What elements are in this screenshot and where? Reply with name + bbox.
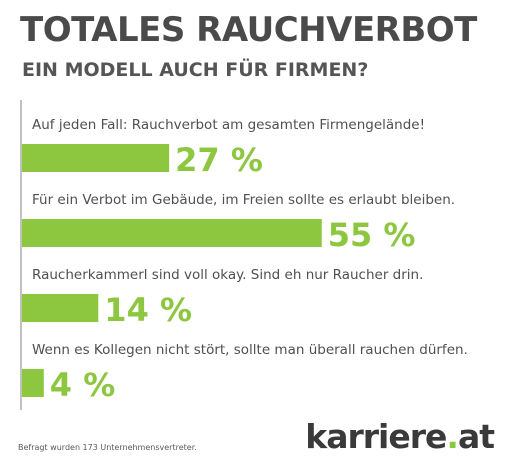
category-label: Für ein Verbot im Gebäude, im Freien sol… [32, 192, 455, 208]
logo-tld-text: at [457, 417, 495, 456]
logo-main-text: karriere [305, 417, 447, 456]
bar [22, 144, 170, 172]
bar [22, 369, 44, 397]
value-label: 27 % [175, 141, 263, 179]
bar [22, 294, 99, 322]
chart-title: TOTALES RAUCHVERBOT [20, 10, 477, 50]
bar [22, 219, 322, 247]
bar-chart: Auf jeden Fall: Rauchverbot am gesamten … [20, 100, 468, 410]
category-label: Auf jeden Fall: Rauchverbot am gesamten … [32, 117, 425, 133]
karriere-logo[interactable]: karriere.at [305, 417, 495, 456]
category-label: Raucherkammerl sind voll okay. Sind eh n… [32, 267, 423, 283]
logo-dot: . [446, 417, 459, 456]
source-footnote: Befragt wurden 173 Unternehmensvertreter… [18, 443, 197, 452]
category-label: Wenn es Kollegen nicht stört, sollte man… [32, 342, 468, 358]
value-label: 55 % [328, 216, 416, 254]
chart-subtitle: EIN MODELL AUCH FÜR FIRMEN? [22, 59, 369, 81]
value-label: 4 % [50, 366, 115, 404]
value-label: 14 % [104, 291, 192, 329]
